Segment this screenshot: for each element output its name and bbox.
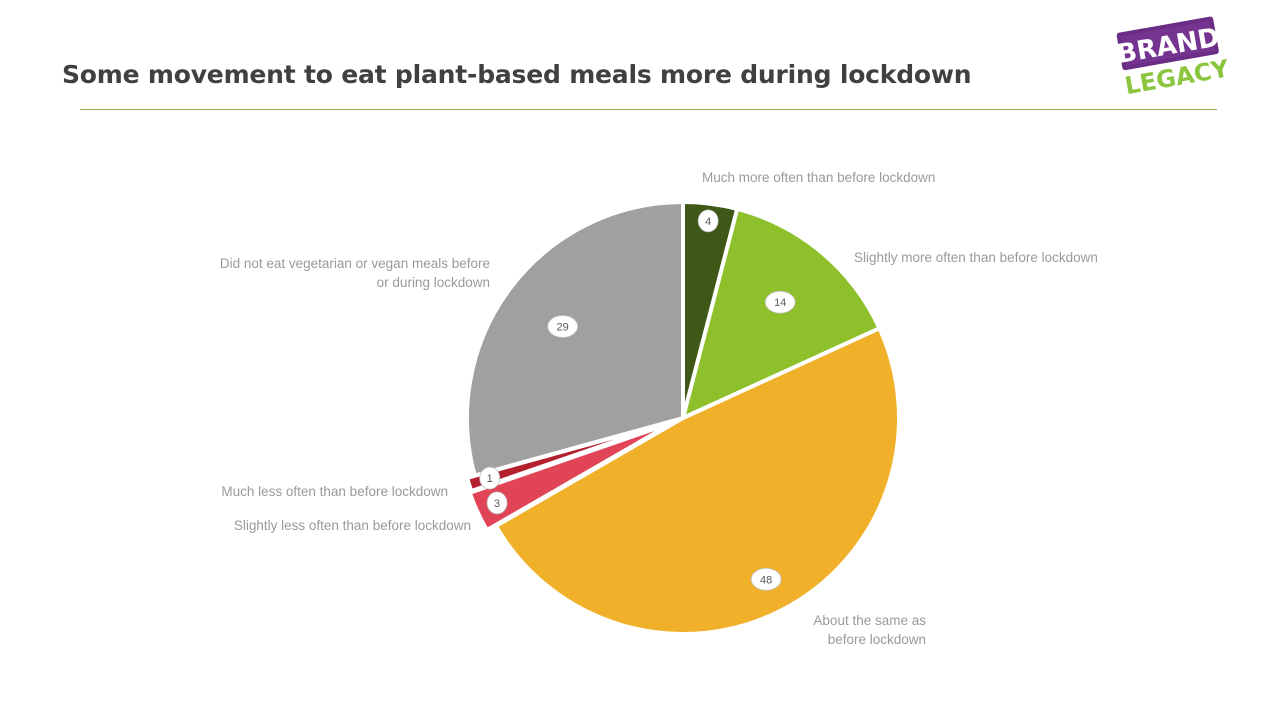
data-label-did-not-eat-vegetarian-or-vegan-meals-before-or-during-lockdown: 29 [557, 321, 569, 333]
data-label-badge [479, 466, 501, 490]
category-label-about-the-same-as-before-lockdown: About the same as before lockdown [813, 613, 926, 647]
pie-slice-much-less-often-than-before-lockdown [465, 418, 678, 494]
data-label-slightly-less-often-than-before-lockdown: 3 [494, 498, 500, 510]
data-label-badge [547, 315, 579, 338]
data-label-much-less-often-than-before-lockdown: 1 [487, 473, 493, 485]
data-label-badge [750, 567, 782, 591]
pie-slice-did-not-eat-vegetarian-or-vegan-meals-before-or-during-lockdown [465, 200, 685, 478]
title-divider [80, 109, 1217, 110]
data-label-much-more-often-than-before-lockdown: 4 [705, 216, 711, 228]
page-title: Some movement to eat plant-based meals m… [62, 60, 972, 89]
data-label-badge [697, 209, 719, 233]
category-label-much-less-often-than-before-lockdown: Much less often than before lockdown [221, 484, 448, 499]
data-label-badge [764, 290, 796, 314]
category-label-much-more-often-than-before-lockdown: Much more often than before lockdown [702, 170, 935, 185]
data-label-about-the-same-as-before-lockdown: 48 [760, 574, 772, 586]
pie-slice-slightly-less-often-than-before-lockdown [467, 420, 676, 533]
category-label-slightly-less-often-than-before-lockdown: Slightly less often than before lockdown [234, 518, 471, 533]
data-label-badge [486, 491, 508, 515]
category-label-slightly-more-often-than-before-lockdown: Slightly more often than before lockdown [854, 250, 1098, 265]
data-label-slightly-more-often-than-before-lockdown: 14 [774, 297, 786, 309]
category-label-did-not-eat-vegetarian-or-vegan-meals-before-or-during-lockdown: Did not eat vegetarian or vegan meals be… [220, 256, 490, 290]
brand-legacy-logo: BRAND LEGACY [1115, 6, 1232, 106]
pie-slice-about-the-same-as-before-lockdown [493, 326, 901, 636]
